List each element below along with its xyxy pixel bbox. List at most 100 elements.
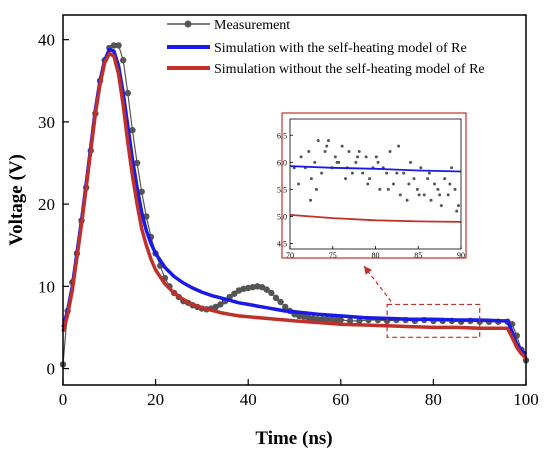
inset-x-tick-label: 70: [286, 251, 294, 260]
inset-plot: 70 75 80 85 90 4.5 5.0 5.5 6.0 6.5: [277, 112, 467, 260]
inset-measurement-point: [347, 150, 351, 153]
measurement-point: [124, 89, 132, 97]
x-tick-label: 20: [147, 390, 164, 409]
inset-measurement-point: [374, 155, 378, 159]
inset-measurement-point: [323, 150, 327, 153]
measurement-point: [346, 317, 354, 325]
legend-label-measurement: Measurement: [214, 18, 290, 33]
inset-with-model-line: [289, 165, 462, 173]
inset-measurement-point: [350, 171, 354, 175]
inset-measurement-point: [309, 198, 313, 202]
inset-measurement-point: [426, 177, 430, 181]
inset-measurement-point: [397, 144, 401, 148]
inset-measurement-point: [378, 187, 382, 191]
x-tick-label: 0: [59, 390, 68, 409]
y-axis-title: Voltage (V): [6, 154, 27, 246]
inset-x-ticks: 70 75 80 85 90: [286, 246, 465, 260]
inset-measurement-point: [364, 155, 368, 159]
inset-measurement-point: [446, 193, 450, 197]
inset-measurement-point: [361, 171, 365, 175]
inset-y-tick-label: 5.5: [277, 185, 287, 194]
inset-measurement-point: [438, 193, 442, 197]
inset-measurement-point: [395, 171, 399, 175]
inset-border: [281, 112, 467, 259]
legend-marker-measurement: [184, 20, 192, 28]
inset-measurement-point: [326, 139, 330, 143]
zoom-region-box: [386, 303, 481, 338]
measurement-point: [119, 57, 127, 64]
inset-measurement-point: [455, 209, 459, 213]
without-model-line: [61, 51, 528, 360]
y-tick-label: 40: [38, 31, 55, 50]
inset-x-tick-label: 80: [372, 251, 380, 260]
measurement-point: [231, 290, 238, 297]
inset-measurement-point: [366, 182, 370, 186]
inset-measurement-point: [354, 160, 358, 164]
legend-item-without-model: Simulation without the self-heating mode…: [167, 62, 485, 77]
inset-measurement-point: [439, 204, 443, 208]
inset-without-model-line: [289, 214, 462, 223]
y-tick-label: 10: [38, 277, 55, 296]
inset-measurement-point: [344, 177, 348, 181]
inset-measurement-point: [309, 177, 313, 181]
inset-measurement-point: [417, 193, 421, 197]
inset-measurement-point: [450, 166, 454, 170]
y-axis-ticks: 0 10 20 30 40: [38, 31, 69, 379]
inset-measurement-point: [412, 177, 416, 181]
inset-measurement-point: [448, 182, 452, 186]
inset-measurement-point: [409, 160, 413, 164]
inset-measurement-point: [307, 150, 311, 153]
measurement-point: [277, 298, 284, 306]
inset-measurement-point: [376, 160, 380, 164]
legend-label-without-model: Simulation without the self-heating mode…: [214, 62, 485, 77]
inset-y-tick-label: 6.0: [277, 158, 287, 167]
x-tick-label: 80: [425, 390, 442, 409]
measurement-point: [337, 316, 344, 324]
inset-x-tick-label: 90: [457, 251, 465, 260]
measurement-point: [332, 316, 340, 324]
measurement-point: [282, 303, 289, 311]
inset-measurement-point: [453, 187, 457, 191]
inset-measurement-point: [429, 198, 433, 202]
measurement-point: [263, 286, 270, 293]
inset-measurement-point: [415, 187, 419, 191]
zoom-arrow-head: [364, 266, 373, 275]
measurement-point: [217, 301, 224, 308]
inset-measurement-point: [340, 144, 344, 148]
inset-measurement-point: [419, 166, 423, 170]
inset-measurement-point: [313, 160, 317, 164]
plot-frame: [62, 14, 527, 386]
inset-y-tick-label: 6.5: [277, 131, 287, 140]
y-tick-label: 30: [38, 113, 55, 132]
legend-label-with-model: Simulation with the self-heating model o…: [214, 41, 467, 56]
inset-measurement-point: [357, 150, 361, 153]
inset-measurement-point: [368, 177, 372, 181]
legend-item-measurement: Measurement: [167, 18, 290, 33]
inset-y-tick-label: 5.0: [277, 213, 287, 222]
inset-measurement-point: [316, 139, 320, 143]
inset-measurement-point: [402, 171, 406, 175]
x-tick-label: 100: [513, 390, 539, 409]
inset-measurement-point: [427, 171, 431, 175]
measurement-point: [133, 159, 141, 167]
inset-measurement-point: [325, 144, 329, 148]
legend: Measurement Simulation with the self-hea…: [167, 18, 485, 77]
inset-measurement-point: [405, 198, 409, 202]
x-axis-title: Time (ns): [255, 428, 332, 449]
y-tick-label: 20: [38, 195, 55, 214]
inset-measurement-point: [356, 155, 360, 159]
inset-measurement-point: [398, 193, 402, 197]
inset-x-tick-label: 75: [329, 251, 337, 260]
measurement-point: [115, 42, 122, 49]
measurement-point: [129, 126, 136, 134]
measurement-point: [110, 42, 118, 49]
measurement-point: [268, 289, 275, 297]
inset-measurement-point: [407, 182, 411, 186]
inset-measurement-point: [432, 182, 436, 186]
x-tick-label: 40: [240, 390, 257, 409]
x-tick-label: 60: [332, 390, 349, 409]
measurement-point: [319, 316, 326, 323]
inset-measurement-point: [391, 182, 395, 186]
measurement-point: [272, 294, 280, 302]
